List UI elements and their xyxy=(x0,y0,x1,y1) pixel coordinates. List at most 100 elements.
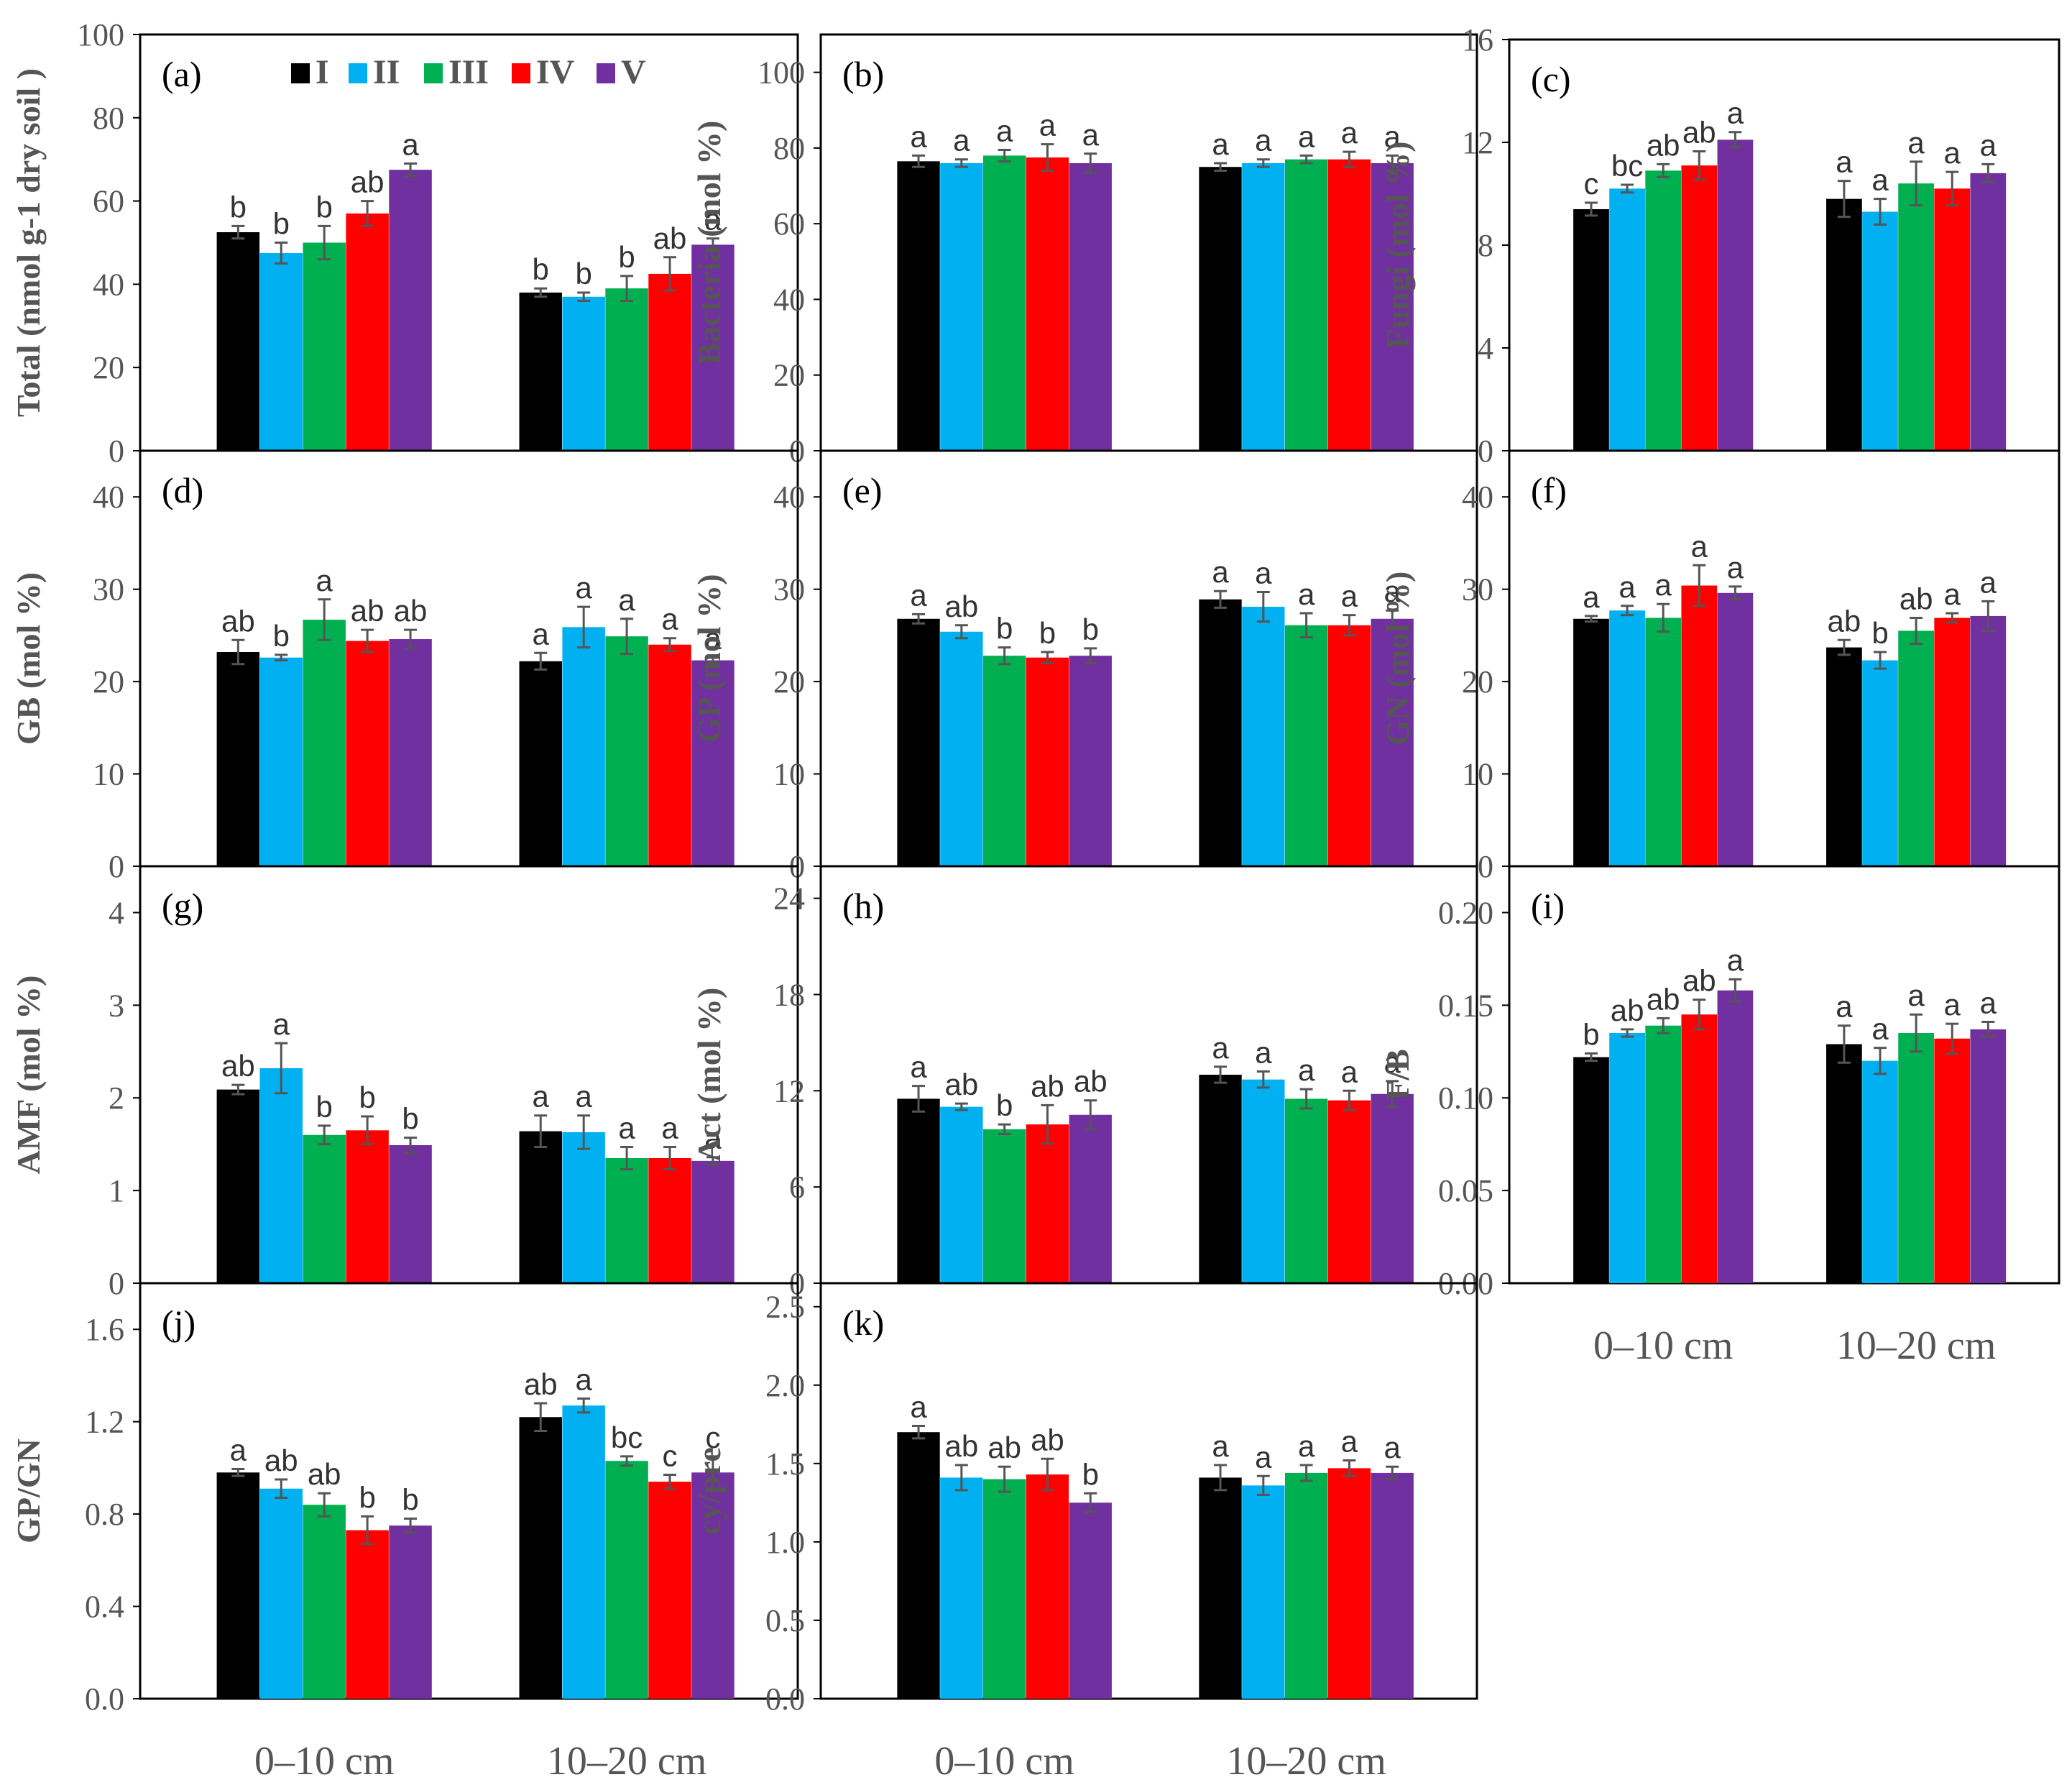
bar-II-depth1 xyxy=(940,1106,983,1283)
bar-V-depth2 xyxy=(691,1160,735,1283)
bar-V-depth1 xyxy=(1069,656,1112,866)
y-tick-label: 0.15 xyxy=(1438,988,1493,1023)
y-tick-label: 0 xyxy=(1478,433,1493,469)
y-tick-label: 8 xyxy=(1478,228,1493,263)
significance-letter: a xyxy=(1727,96,1744,130)
significance-letter: a xyxy=(910,1390,927,1423)
significance-letter: a xyxy=(533,617,550,651)
y-tick-label: 100 xyxy=(758,55,805,91)
significance-letter: a xyxy=(1384,1431,1401,1464)
bar-I-depth1 xyxy=(897,1098,940,1283)
panel-a: 0 20 40 60 80 100 Total (nmol g-1 dry soil ) (a… xyxy=(10,17,799,469)
y-tick-label: 0.05 xyxy=(1438,1173,1493,1208)
bar-I-depth2 xyxy=(1199,1477,1242,1699)
panel-label: (d) xyxy=(162,470,203,510)
y-tick-label: 1.2 xyxy=(85,1405,124,1440)
y-tick-label: 1 xyxy=(109,1173,124,1208)
panel-j: 0.00.40.81.21.6GP/GN(j)a ab abb bab abccc0–1… xyxy=(10,1282,799,1784)
significance-letter: b xyxy=(1039,616,1056,650)
significance-letter: a xyxy=(1944,577,1961,611)
y-tick-label: 2.5 xyxy=(765,1290,805,1325)
bar-II-depth1 xyxy=(940,631,983,866)
bar-I-depth1 xyxy=(1573,618,1609,866)
y-tick-label: 10 xyxy=(773,757,805,792)
bar-V-depth2 xyxy=(1371,1093,1414,1283)
bar-I-depth1 xyxy=(897,618,940,866)
significance-letter: a xyxy=(1298,1053,1315,1087)
plot-frame xyxy=(139,1282,799,1700)
bar-IV-depth2 xyxy=(648,273,691,451)
significance-letter: ab xyxy=(1682,116,1716,150)
y-tick-label: 0.4 xyxy=(85,1589,124,1625)
y-tick-label: 30 xyxy=(773,572,805,607)
bar-IV-depth1 xyxy=(1681,585,1718,866)
y-tick-label: 60 xyxy=(773,206,805,242)
significance-letter: a xyxy=(402,127,419,161)
y-axis-label: Total (nmol g-1 dry soil ) xyxy=(10,68,47,417)
significance-letter: a xyxy=(1944,136,1961,170)
y-axis-label: GP (mol %) xyxy=(691,574,727,743)
bar-IV-depth1 xyxy=(346,641,389,866)
bar-II-depth1 xyxy=(259,657,303,866)
bar-II-depth1 xyxy=(1609,1033,1645,1283)
significance-letter: ab xyxy=(221,604,255,638)
y-tick-label: 0.8 xyxy=(85,1497,124,1532)
significance-letter: b xyxy=(1583,1017,1599,1051)
significance-letter: a xyxy=(1255,1440,1272,1474)
bar-V-depth1 xyxy=(389,1525,432,1699)
significance-letter: a xyxy=(1727,551,1744,584)
y-tick-label: 0 xyxy=(109,433,124,469)
significance-letter: a xyxy=(704,622,722,656)
panel-label: (c) xyxy=(1531,59,1571,99)
bar-IV-depth2 xyxy=(1327,1100,1371,1283)
bar-III-depth1 xyxy=(982,155,1026,451)
y-tick-label: 12 xyxy=(1462,125,1493,160)
bar-IV-depth2 xyxy=(1934,1038,1971,1283)
y-tick-label: 0 xyxy=(1478,849,1493,884)
y-tick-label: 80 xyxy=(773,131,805,166)
significance-letter: ab xyxy=(351,165,385,199)
significance-letter: a xyxy=(1298,577,1315,611)
y-axis-label: GN (mol %) xyxy=(1379,572,1416,746)
significance-letter: a xyxy=(1341,116,1358,150)
bar-II-depth1 xyxy=(1609,610,1645,866)
y-tick-label: 40 xyxy=(773,282,805,317)
significance-letter: ab xyxy=(524,1367,558,1401)
legend-label-II: II xyxy=(373,53,400,91)
bar-I-depth1 xyxy=(897,161,940,451)
significance-letter: a xyxy=(661,1111,678,1145)
legend-label-IV: IV xyxy=(536,53,575,91)
y-tick-label: 2.0 xyxy=(765,1368,805,1403)
x-category-label: 10–20 cm xyxy=(1836,1323,1996,1368)
significance-letter: ab xyxy=(1611,993,1644,1027)
y-tick-label: 0 xyxy=(109,1266,124,1301)
bar-III-depth2 xyxy=(1898,183,1934,451)
significance-letter: a xyxy=(1836,990,1853,1024)
significance-letter: a xyxy=(575,1080,592,1114)
significance-letter: a xyxy=(1298,1429,1315,1463)
bar-III-depth1 xyxy=(303,620,346,866)
significance-letter: ab xyxy=(1647,982,1680,1016)
bar-I-depth2 xyxy=(519,292,562,451)
y-tick-label: 4 xyxy=(109,895,124,930)
bar-II-depth1 xyxy=(259,1068,303,1283)
y-axis-label: AMF (mol %) xyxy=(10,976,47,1175)
y-tick-label: 0.0 xyxy=(85,1681,124,1717)
significance-letter: a xyxy=(953,124,970,157)
bar-IV-depth1 xyxy=(1026,657,1069,866)
significance-letter: b xyxy=(230,190,247,224)
bar-III-depth1 xyxy=(1645,1025,1682,1283)
significance-letter: b xyxy=(402,1483,418,1517)
significance-letter: a xyxy=(996,114,1013,148)
significance-letter: a xyxy=(1691,529,1708,563)
bar-IV-depth1 xyxy=(1026,1474,1069,1699)
y-tick-label: 0.5 xyxy=(765,1603,805,1638)
significance-letter: c xyxy=(1583,167,1598,201)
significance-letter: b xyxy=(359,1480,375,1514)
bar-II-depth2 xyxy=(1242,607,1285,866)
significance-letter: bc xyxy=(1611,149,1643,183)
